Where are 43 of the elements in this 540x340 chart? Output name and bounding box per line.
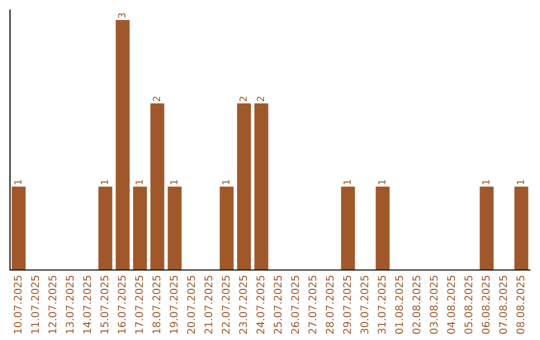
x-tick-label: 12.07.2025 [48, 276, 56, 334]
x-tick-label: 15.07.2025 [100, 276, 108, 334]
x-tick-label: 02.08.2025 [412, 276, 420, 334]
x-tick-label: 13.07.2025 [66, 276, 74, 334]
data-label: 1 [100, 180, 108, 184]
data-label: 1 [482, 180, 490, 184]
x-tick-label: 27.07.2025 [308, 276, 316, 334]
x-tick-label: 16.07.2025 [118, 276, 126, 334]
x-tick-label: 07.08.2025 [499, 276, 508, 334]
data-label: 1 [14, 180, 22, 184]
x-tick-label: 10.07.2025 [14, 276, 22, 334]
data-label: 1 [170, 180, 178, 184]
data-label: 1 [378, 180, 386, 184]
x-tick-label: 31.07.2025 [378, 276, 386, 334]
data-label: 1 [136, 180, 143, 184]
x-tick-label: 18.07.2025 [152, 276, 160, 334]
x-tick-label: 20.07.2025 [187, 276, 196, 334]
data-label: 1 [516, 180, 524, 184]
x-tick-label: 03.08.2025 [430, 276, 438, 334]
x-tick-label: 06.08.2025 [482, 276, 490, 334]
x-tick-label: 25.07.2025 [274, 276, 282, 334]
x-tick-label: 22.07.2025 [222, 276, 230, 334]
x-tick-label: 14.07.2025 [83, 276, 92, 334]
x-tick-label: 28.07.2025 [326, 276, 334, 334]
x-tick-label: 26.07.2025 [291, 276, 300, 334]
x-tick-label: 08.08.2025 [516, 276, 524, 334]
x-tick-label: 29.07.2025 [343, 276, 352, 334]
data-label: 2 [256, 96, 264, 102]
x-tick-label: 17.07.2025 [135, 276, 144, 334]
x-tick-label: 05.08.2025 [464, 276, 472, 334]
x-tick-label: 30.07.2025 [360, 276, 368, 334]
x-tick-label: 21.07.2025 [204, 276, 212, 334]
x-tick-label: 24.07.2025 [256, 276, 264, 334]
data-label: 2 [239, 96, 247, 102]
data-label: 2 [152, 96, 160, 102]
x-tick-label: 23.07.2025 [239, 276, 248, 334]
x-tick-label: 04.08.2025 [447, 276, 456, 334]
data-label: 1 [222, 180, 230, 184]
data-label: 1 [344, 180, 351, 184]
x-tick-label: 11.07.2025 [31, 276, 40, 334]
x-tick-label: 19.07.2025 [170, 276, 178, 334]
x-tick-label: 01.08.2025 [395, 276, 404, 334]
data-label: 3 [118, 13, 126, 18]
